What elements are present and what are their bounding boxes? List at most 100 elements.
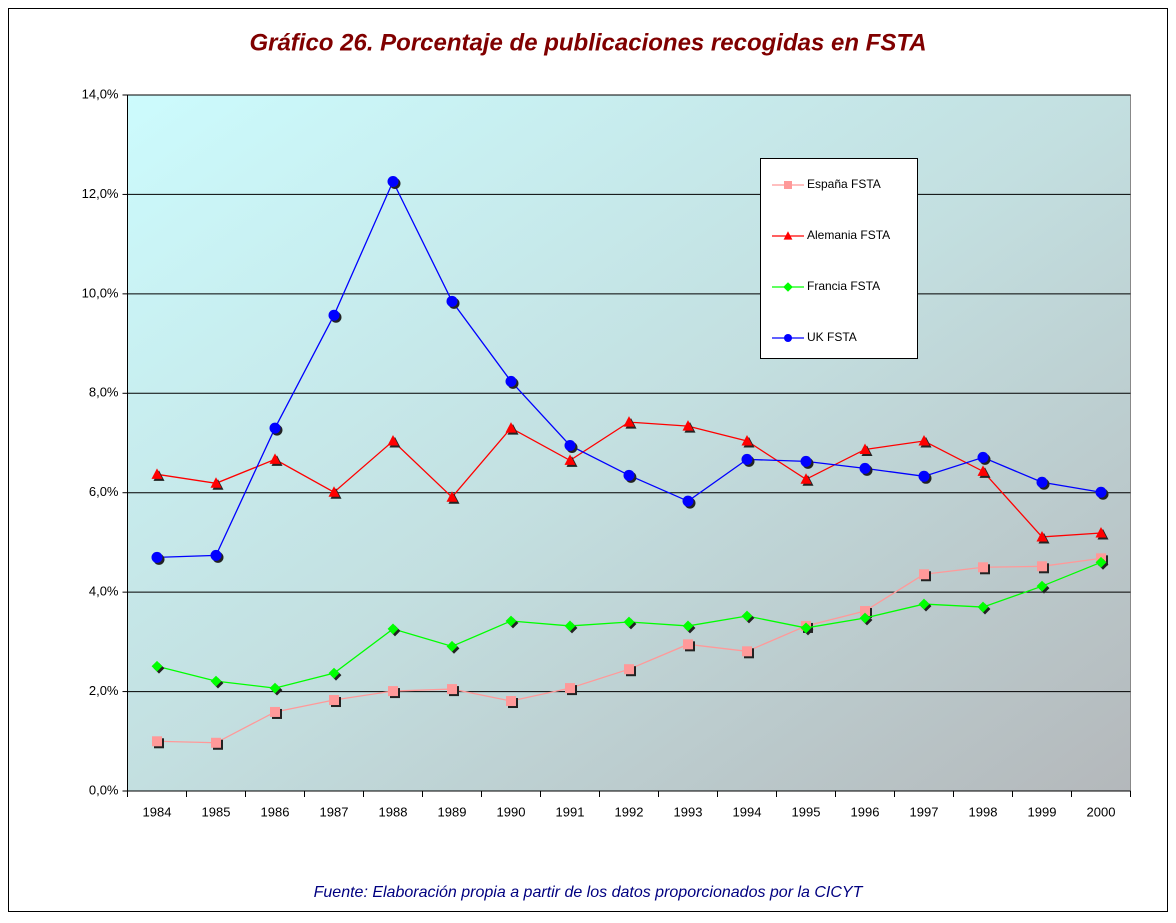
x-tick-label: 1992	[615, 804, 644, 819]
y-tick-label: 8,0%	[89, 385, 119, 400]
marker	[682, 495, 694, 507]
marker	[564, 620, 576, 632]
x-tick-label: 1994	[733, 804, 762, 819]
marker	[328, 667, 340, 679]
marker	[564, 439, 576, 451]
marker	[1095, 556, 1107, 568]
marker	[269, 682, 281, 694]
marker	[800, 455, 812, 467]
legend-box	[760, 158, 918, 359]
marker	[1095, 486, 1107, 498]
marker	[210, 477, 222, 488]
x-tick-label: 1990	[497, 804, 526, 819]
marker	[682, 420, 694, 431]
x-tick-label: 2000	[1087, 804, 1116, 819]
legend-marker	[783, 282, 793, 292]
y-tick-label: 0,0%	[89, 782, 119, 797]
x-tick-label: 1991	[556, 804, 585, 819]
marker	[741, 453, 753, 465]
marker	[152, 736, 162, 747]
y-tick-label: 12,0%	[82, 186, 119, 201]
x-tick-label: 1986	[261, 804, 290, 819]
x-tick-label: 1988	[379, 804, 408, 819]
marker	[682, 620, 694, 632]
marker	[388, 686, 398, 697]
x-tick-label: 1989	[438, 804, 467, 819]
marker	[446, 640, 458, 652]
x-tick-label: 1993	[674, 804, 703, 819]
marker	[977, 465, 989, 476]
marker	[1036, 476, 1048, 488]
marker	[741, 610, 753, 622]
marker	[328, 486, 340, 497]
marker	[446, 491, 458, 502]
marker	[624, 664, 634, 675]
marker	[387, 176, 399, 188]
marker	[151, 468, 163, 479]
x-tick-label: 1999	[1028, 804, 1057, 819]
legend-marker	[784, 334, 792, 342]
y-tick-label: 4,0%	[89, 584, 119, 599]
marker	[506, 696, 516, 707]
x-tick-label: 1997	[910, 804, 939, 819]
y-tick-label: 14,0%	[82, 86, 119, 101]
x-tick-label: 1995	[792, 804, 821, 819]
marker	[859, 443, 871, 454]
marker	[505, 375, 517, 387]
y-tick-label: 10,0%	[82, 285, 119, 300]
marker	[800, 473, 812, 484]
marker	[387, 623, 399, 635]
y-tick-label: 6,0%	[89, 484, 119, 499]
marker	[860, 606, 870, 617]
marker	[505, 422, 517, 433]
marker	[741, 435, 753, 446]
marker	[446, 295, 458, 307]
marker	[742, 646, 752, 657]
source-note: Fuente: Elaboración propia a partir de l…	[314, 884, 864, 901]
x-tick-label: 1985	[202, 804, 231, 819]
marker	[918, 598, 930, 610]
marker	[210, 675, 222, 687]
marker	[565, 683, 575, 694]
marker	[623, 416, 635, 427]
marker	[1036, 530, 1048, 542]
marker	[210, 549, 222, 561]
marker	[328, 309, 340, 321]
x-tick-label: 1984	[143, 804, 172, 819]
marker	[919, 569, 929, 580]
legend-marker	[783, 231, 793, 240]
chart-title: Gráfico 26. Porcentaje de publicaciones …	[249, 29, 926, 56]
marker	[978, 562, 988, 573]
marker	[151, 551, 163, 563]
marker	[505, 615, 517, 627]
marker	[329, 695, 339, 706]
marker	[151, 660, 163, 672]
legend-label: Francia FSTA	[807, 279, 880, 293]
marker	[683, 639, 693, 650]
marker	[270, 706, 280, 717]
legend-label: España FSTA	[807, 177, 881, 191]
x-tick-label: 1996	[851, 804, 880, 819]
marker	[623, 469, 635, 481]
marker	[269, 453, 281, 464]
marker	[859, 612, 871, 624]
marker	[918, 435, 930, 446]
x-tick-label: 1987	[320, 804, 349, 819]
y-tick-label: 2,0%	[89, 683, 119, 698]
marker	[800, 622, 812, 634]
marker	[447, 684, 457, 695]
marker	[387, 435, 399, 446]
x-tick-label: 1998	[969, 804, 998, 819]
marker	[977, 601, 989, 613]
marker	[918, 470, 930, 482]
marker	[1036, 580, 1048, 592]
legend-label: UK FSTA	[807, 330, 857, 344]
legend-label: Alemania FSTA	[807, 228, 890, 242]
marker	[623, 616, 635, 628]
marker	[977, 451, 989, 463]
marker	[1095, 526, 1107, 538]
legend-marker	[784, 181, 792, 189]
marker	[564, 454, 576, 465]
marker	[211, 737, 221, 748]
